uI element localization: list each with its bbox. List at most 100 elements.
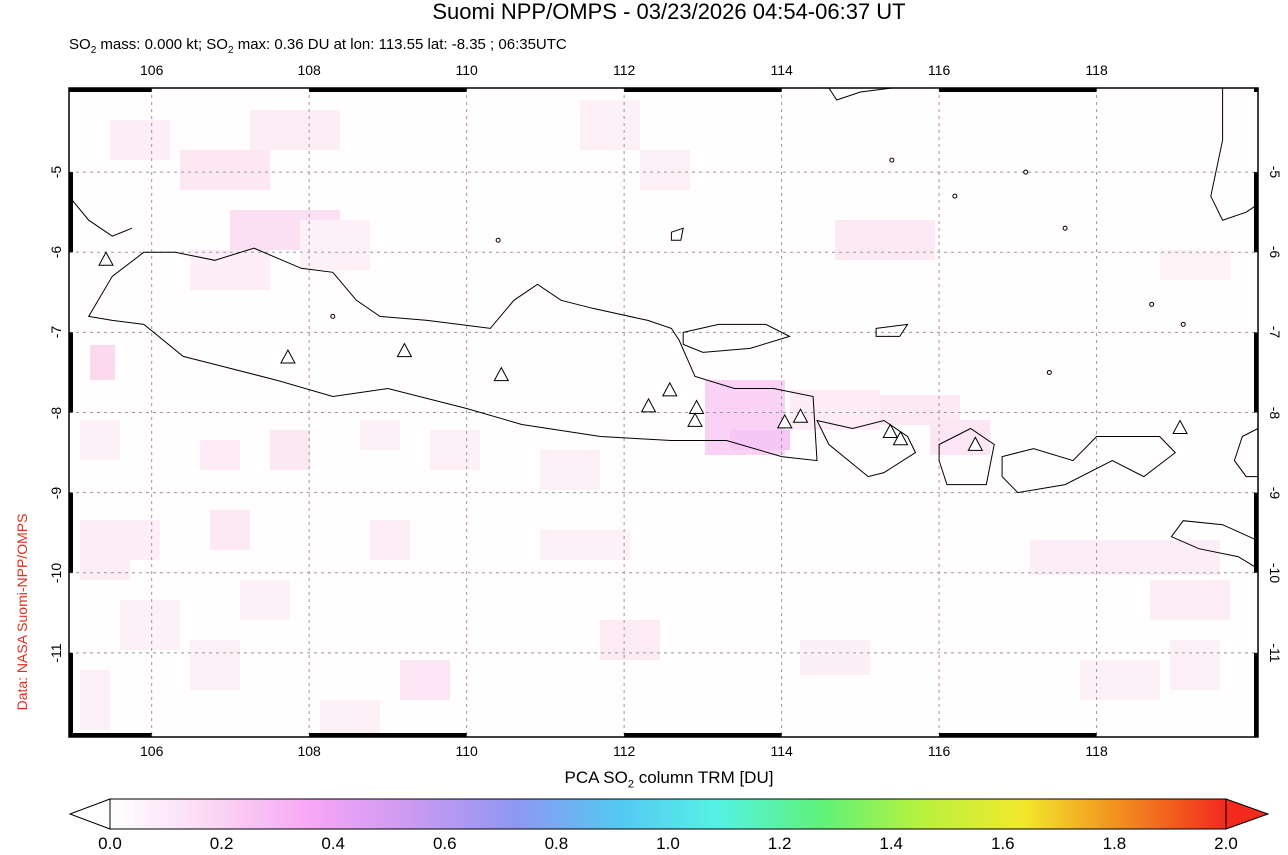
lat-tick-label-right: -5 (1267, 165, 1283, 179)
lat-tick-label-left: -10 (48, 562, 64, 583)
bawean-coast (670, 227, 684, 241)
volcano-markers (98, 251, 1188, 451)
so2-pixel (540, 530, 630, 560)
so2-pixel (540, 450, 600, 490)
colorbar-gradient (109, 798, 1227, 830)
colorbar-tick-label: 1.0 (656, 834, 680, 853)
frame-bar-left (69, 88, 73, 93)
so2-pixel (1170, 640, 1220, 690)
colorbar-tick-label: 1.4 (879, 834, 904, 853)
colorbar-tick-label: 1.6 (990, 834, 1015, 853)
so2-pixel (320, 700, 380, 735)
so2-pixel (190, 250, 270, 290)
frame-bar-bottom (309, 733, 467, 737)
volcano-marker (687, 412, 703, 427)
small-island (1180, 321, 1186, 327)
frame-bar-right (1254, 652, 1258, 733)
so2-pixel (180, 150, 270, 190)
kangean-coast (875, 323, 909, 337)
lon-tick-label-bottom: 118 (1085, 743, 1108, 759)
frame-bar-top (624, 88, 782, 92)
frame-bar-right (1254, 492, 1258, 573)
kalimantan-coast (828, 87, 892, 101)
lat-tick-label-left: -5 (48, 165, 64, 179)
small-island (952, 193, 958, 199)
so2-pixel (270, 430, 310, 470)
so2-pixel (190, 640, 240, 690)
volcano-marker (493, 366, 510, 382)
frame-bar-bottom (1254, 733, 1258, 737)
so2-pixel (1150, 580, 1230, 620)
volcano-marker (280, 348, 296, 364)
madura-coast (682, 323, 791, 353)
sumatra-coast (68, 195, 133, 237)
volcano-marker (688, 399, 705, 414)
so2-subscript-2: 2 (227, 45, 234, 56)
sulawesi-coast (1210, 88, 1259, 221)
volcano-marker (792, 408, 809, 423)
lon-tick-label-top: 106 (139, 62, 164, 78)
so2-pixel (80, 420, 120, 460)
volcano-marker (1172, 419, 1188, 435)
lon-tick-label-bottom: 106 (139, 743, 164, 759)
so2-pixel (120, 600, 180, 650)
small-island (1062, 225, 1068, 231)
so2-pixel (80, 670, 110, 730)
volcano-marker (892, 430, 909, 446)
volcano-marker (967, 436, 984, 451)
lat-tick-label-left: -7 (48, 326, 64, 339)
map-title: Suomi NPP/OMPS - 03/23/2026 04:54-06:37 … (432, 0, 906, 24)
lon-tick-label-top: 114 (770, 62, 793, 78)
lon-tick-label-top: 110 (455, 62, 478, 78)
colorbar-title-post: column TRM [DU] (633, 768, 774, 787)
small-island (1149, 301, 1155, 307)
lon-tick-label-bottom: 112 (612, 743, 636, 759)
colorbar-title-pre: PCA SO (564, 768, 628, 787)
so2-pixel (800, 640, 870, 675)
frame-bar-top (939, 88, 1097, 92)
so2-pixel (1030, 540, 1220, 575)
lon-tick-label-top: 108 (297, 62, 321, 78)
lon-tick-label-bottom: 116 (927, 743, 951, 759)
lat-tick-label-right: -10 (1267, 562, 1283, 583)
lat-tick-label-right: -9 (1267, 486, 1283, 499)
small-island (1046, 369, 1052, 375)
so2-summary: SO2 mass: 0.000 kt; SO2 max: 0.36 DU at … (69, 36, 567, 56)
lombok-coast (938, 427, 995, 486)
small-island (1023, 169, 1029, 175)
volcano-marker (776, 413, 793, 429)
colorbar-tick-label: 1.8 (1102, 834, 1127, 853)
lat-tick-label-right: -11 (1267, 643, 1283, 663)
lon-tick-label-bottom: 110 (455, 743, 478, 759)
lat-tick-label-left: -6 (48, 246, 64, 259)
sumba-coast (1170, 520, 1259, 570)
sumbawa-coast (1001, 436, 1177, 494)
coastline-layer (68, 87, 1259, 570)
colorbar-tick-label: 0.2 (209, 834, 234, 853)
lat-tick-label-left: -8 (48, 406, 64, 419)
frame-bar-bottom (624, 733, 782, 737)
so2-pixel (640, 150, 690, 190)
frame-bar-bottom (939, 733, 1097, 737)
lon-tick-label-bottom: 114 (770, 743, 793, 759)
volcano-marker (882, 423, 899, 439)
frame-bar-top (309, 88, 467, 92)
lat-lon-grid (69, 88, 1258, 737)
colorbar-title: PCA SO2 column TRM [DU] (0, 768, 1288, 790)
colorbar-title-sub: 2 (627, 778, 634, 791)
bali-coast (816, 419, 917, 478)
colorbar-tick-label: 0.6 (432, 834, 457, 853)
colorbar-tick-label: 1.2 (767, 834, 792, 853)
so2-pixel (1080, 660, 1160, 700)
lat-tick-label-left: -11 (48, 643, 64, 663)
frame-bar-top (69, 88, 152, 92)
colorbar-tick-label: 0.4 (321, 834, 346, 853)
flores-coast (1233, 428, 1259, 478)
frame-bar-left (69, 492, 73, 573)
so2-max-text: max: 0.36 DU at lon: 113.55 lat: -8.35 ;… (233, 36, 567, 53)
colorbar (68, 798, 1270, 830)
colorbar-max-arrow (1225, 798, 1270, 830)
so2-pixel (730, 430, 790, 450)
so2-pixel (300, 220, 370, 270)
